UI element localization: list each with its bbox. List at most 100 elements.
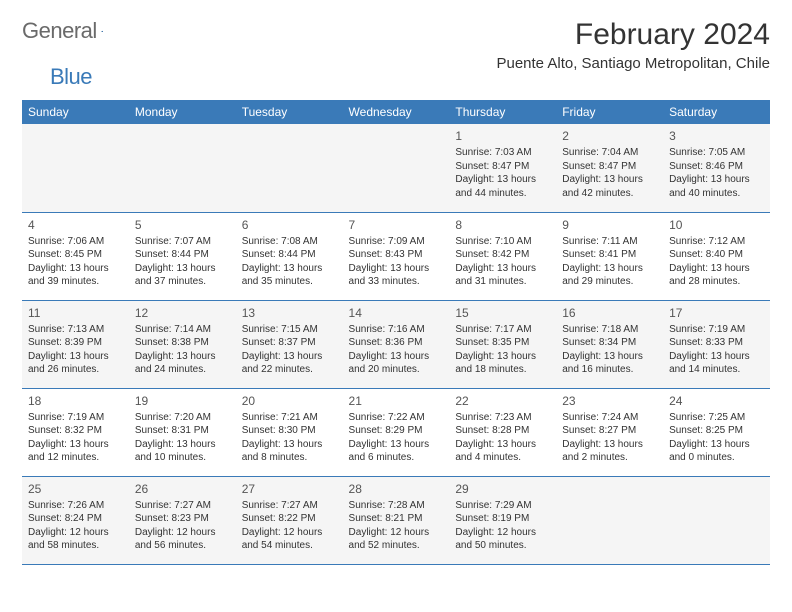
- daylight-text: Daylight: 13 hours and 4 minutes.: [455, 438, 550, 465]
- daylight-text: Daylight: 13 hours and 16 minutes.: [562, 350, 657, 377]
- day-number: 12: [135, 305, 230, 321]
- calendar-day: 18 Sunrise: 7:19 AMSunset: 8:32 PMDayligh…: [22, 388, 129, 476]
- day-header: Sunday: [22, 100, 129, 124]
- calendar-day-blank: [343, 124, 450, 212]
- day-number: 26: [135, 481, 230, 497]
- daylight-text: Daylight: 13 hours and 24 minutes.: [135, 350, 230, 377]
- calendar-day: 3Sunrise: 7:05 AMSunset: 8:46 PMDaylight…: [663, 124, 770, 212]
- calendar-table: SundayMondayTuesdayWednesdayThursdayFrid…: [22, 100, 770, 565]
- sunrise-text: Sunrise: 7:12 AM: [669, 235, 764, 249]
- calendar-day: 22Sunrise: 7:23 AMSunset: 8:28 PMDayligh…: [449, 388, 556, 476]
- day-number: 1: [455, 128, 550, 144]
- sunset-text: Sunset: 8:44 PM: [242, 248, 337, 262]
- calendar-day-blank: [663, 476, 770, 564]
- calendar-day-blank: [236, 124, 343, 212]
- calendar-day: 24Sunrise: 7:25 AMSunset: 8:25 PMDayligh…: [663, 388, 770, 476]
- logo-text-general: General: [22, 18, 97, 44]
- day-number: 17: [669, 305, 764, 321]
- sunrise-text: Sunrise: 7:27 AM: [135, 499, 230, 513]
- calendar-day: 13Sunrise: 7:15 AMSunset: 8:37 PMDayligh…: [236, 300, 343, 388]
- calendar-day: 17Sunrise: 7:19 AMSunset: 8:33 PMDayligh…: [663, 300, 770, 388]
- logo-mark-icon: [101, 24, 103, 38]
- day-number: 11: [28, 305, 123, 321]
- daylight-text: Daylight: 13 hours and 44 minutes.: [455, 173, 550, 200]
- sunrise-text: Sunrise: 7:23 AM: [455, 411, 550, 425]
- day-number: 3: [669, 128, 764, 144]
- sunset-text: Sunset: 8:47 PM: [562, 160, 657, 174]
- day-number: 18: [28, 393, 123, 409]
- calendar-day: 14Sunrise: 7:16 AMSunset: 8:36 PMDayligh…: [343, 300, 450, 388]
- sunrise-text: Sunrise: 7:04 AM: [562, 146, 657, 160]
- sunset-text: Sunset: 8:39 PM: [28, 336, 123, 350]
- sunset-text: Sunset: 8:22 PM: [242, 512, 337, 526]
- daylight-text: Daylight: 13 hours and 28 minutes.: [669, 262, 764, 289]
- title-block: February 2024 Puente Alto, Santiago Metr…: [496, 18, 770, 72]
- day-header: Thursday: [449, 100, 556, 124]
- sunrise-text: Sunrise: 7:27 AM: [242, 499, 337, 513]
- daylight-text: Daylight: 13 hours and 2 minutes.: [562, 438, 657, 465]
- day-number: 25: [28, 481, 123, 497]
- daylight-text: Daylight: 13 hours and 8 minutes.: [242, 438, 337, 465]
- daylight-text: Daylight: 13 hours and 31 minutes.: [455, 262, 550, 289]
- day-number: 5: [135, 217, 230, 233]
- sunset-text: Sunset: 8:40 PM: [669, 248, 764, 262]
- calendar-day: 2Sunrise: 7:04 AMSunset: 8:47 PMDaylight…: [556, 124, 663, 212]
- sunset-text: Sunset: 8:32 PM: [28, 424, 123, 438]
- logo: General: [22, 18, 119, 44]
- day-number: 20: [242, 393, 337, 409]
- sunrise-text: Sunrise: 7:15 AM: [242, 323, 337, 337]
- day-header: Tuesday: [236, 100, 343, 124]
- sunset-text: Sunset: 8:38 PM: [135, 336, 230, 350]
- sunrise-text: Sunrise: 7:28 AM: [349, 499, 444, 513]
- sunset-text: Sunset: 8:21 PM: [349, 512, 444, 526]
- calendar-day: 12Sunrise: 7:14 AMSunset: 8:38 PMDayligh…: [129, 300, 236, 388]
- sunset-text: Sunset: 8:34 PM: [562, 336, 657, 350]
- daylight-text: Daylight: 13 hours and 18 minutes.: [455, 350, 550, 377]
- daylight-text: Daylight: 13 hours and 14 minutes.: [669, 350, 764, 377]
- day-number: 8: [455, 217, 550, 233]
- daylight-text: Daylight: 13 hours and 37 minutes.: [135, 262, 230, 289]
- calendar-day: 23Sunrise: 7:24 AMSunset: 8:27 PMDayligh…: [556, 388, 663, 476]
- calendar-day: 27Sunrise: 7:27 AMSunset: 8:22 PMDayligh…: [236, 476, 343, 564]
- daylight-text: Daylight: 13 hours and 22 minutes.: [242, 350, 337, 377]
- calendar-day: 6Sunrise: 7:08 AMSunset: 8:44 PMDaylight…: [236, 212, 343, 300]
- daylight-text: Daylight: 12 hours and 50 minutes.: [455, 526, 550, 553]
- daylight-text: Daylight: 12 hours and 56 minutes.: [135, 526, 230, 553]
- day-number: 4: [28, 217, 123, 233]
- sunset-text: Sunset: 8:35 PM: [455, 336, 550, 350]
- daylight-text: Daylight: 13 hours and 0 minutes.: [669, 438, 764, 465]
- sunrise-text: Sunrise: 7:19 AM: [28, 411, 123, 425]
- calendar-day: 20 Sunrise: 7:21 AMSunset: 8:30 PMDayligh…: [236, 388, 343, 476]
- calendar-week: 4Sunrise: 7:06 AMSunset: 8:45 PMDaylight…: [22, 212, 770, 300]
- day-number: 9: [562, 217, 657, 233]
- day-header: Friday: [556, 100, 663, 124]
- sunset-text: Sunset: 8:30 PM: [242, 424, 337, 438]
- sunrise-text: Sunrise: 7:24 AM: [562, 411, 657, 425]
- calendar-day: 1Sunrise: 7:03 AMSunset: 8:47 PMDaylight…: [449, 124, 556, 212]
- sunrise-text: Sunrise: 7:08 AM: [242, 235, 337, 249]
- sunset-text: Sunset: 8:42 PM: [455, 248, 550, 262]
- sunset-text: Sunset: 8:43 PM: [349, 248, 444, 262]
- sunset-text: Sunset: 8:28 PM: [455, 424, 550, 438]
- day-number: 13: [242, 305, 337, 321]
- day-header: Monday: [129, 100, 236, 124]
- day-number: 23: [562, 393, 657, 409]
- day-number: 27: [242, 481, 337, 497]
- daylight-text: Daylight: 12 hours and 58 minutes.: [28, 526, 123, 553]
- sunrise-text: Sunrise: 7:10 AM: [455, 235, 550, 249]
- sunset-text: Sunset: 8:25 PM: [669, 424, 764, 438]
- daylight-text: Daylight: 13 hours and 42 minutes.: [562, 173, 657, 200]
- daylight-text: Daylight: 13 hours and 12 minutes.: [28, 438, 123, 465]
- calendar-day: 8 Sunrise: 7:10 AMSunset: 8:42 PMDaylight…: [449, 212, 556, 300]
- calendar-day: 19Sunrise: 7:20 AMSunset: 8:31 PMDayligh…: [129, 388, 236, 476]
- calendar-day-blank: [22, 124, 129, 212]
- calendar-day: 28Sunrise: 7:28 AMSunset: 8:21 PMDayligh…: [343, 476, 450, 564]
- sunset-text: Sunset: 8:41 PM: [562, 248, 657, 262]
- sunrise-text: Sunrise: 7:06 AM: [28, 235, 123, 249]
- calendar-day: 10Sunrise: 7:12 AMSunset: 8:40 PMDayligh…: [663, 212, 770, 300]
- sunset-text: Sunset: 8:31 PM: [135, 424, 230, 438]
- calendar-day: 16Sunrise: 7:18 AMSunset: 8:34 PMDayligh…: [556, 300, 663, 388]
- calendar-body: 1Sunrise: 7:03 AMSunset: 8:47 PMDaylight…: [22, 124, 770, 564]
- calendar-day: 15Sunrise: 7:17 AMSunset: 8:35 PMDayligh…: [449, 300, 556, 388]
- sunrise-text: Sunrise: 7:21 AM: [242, 411, 337, 425]
